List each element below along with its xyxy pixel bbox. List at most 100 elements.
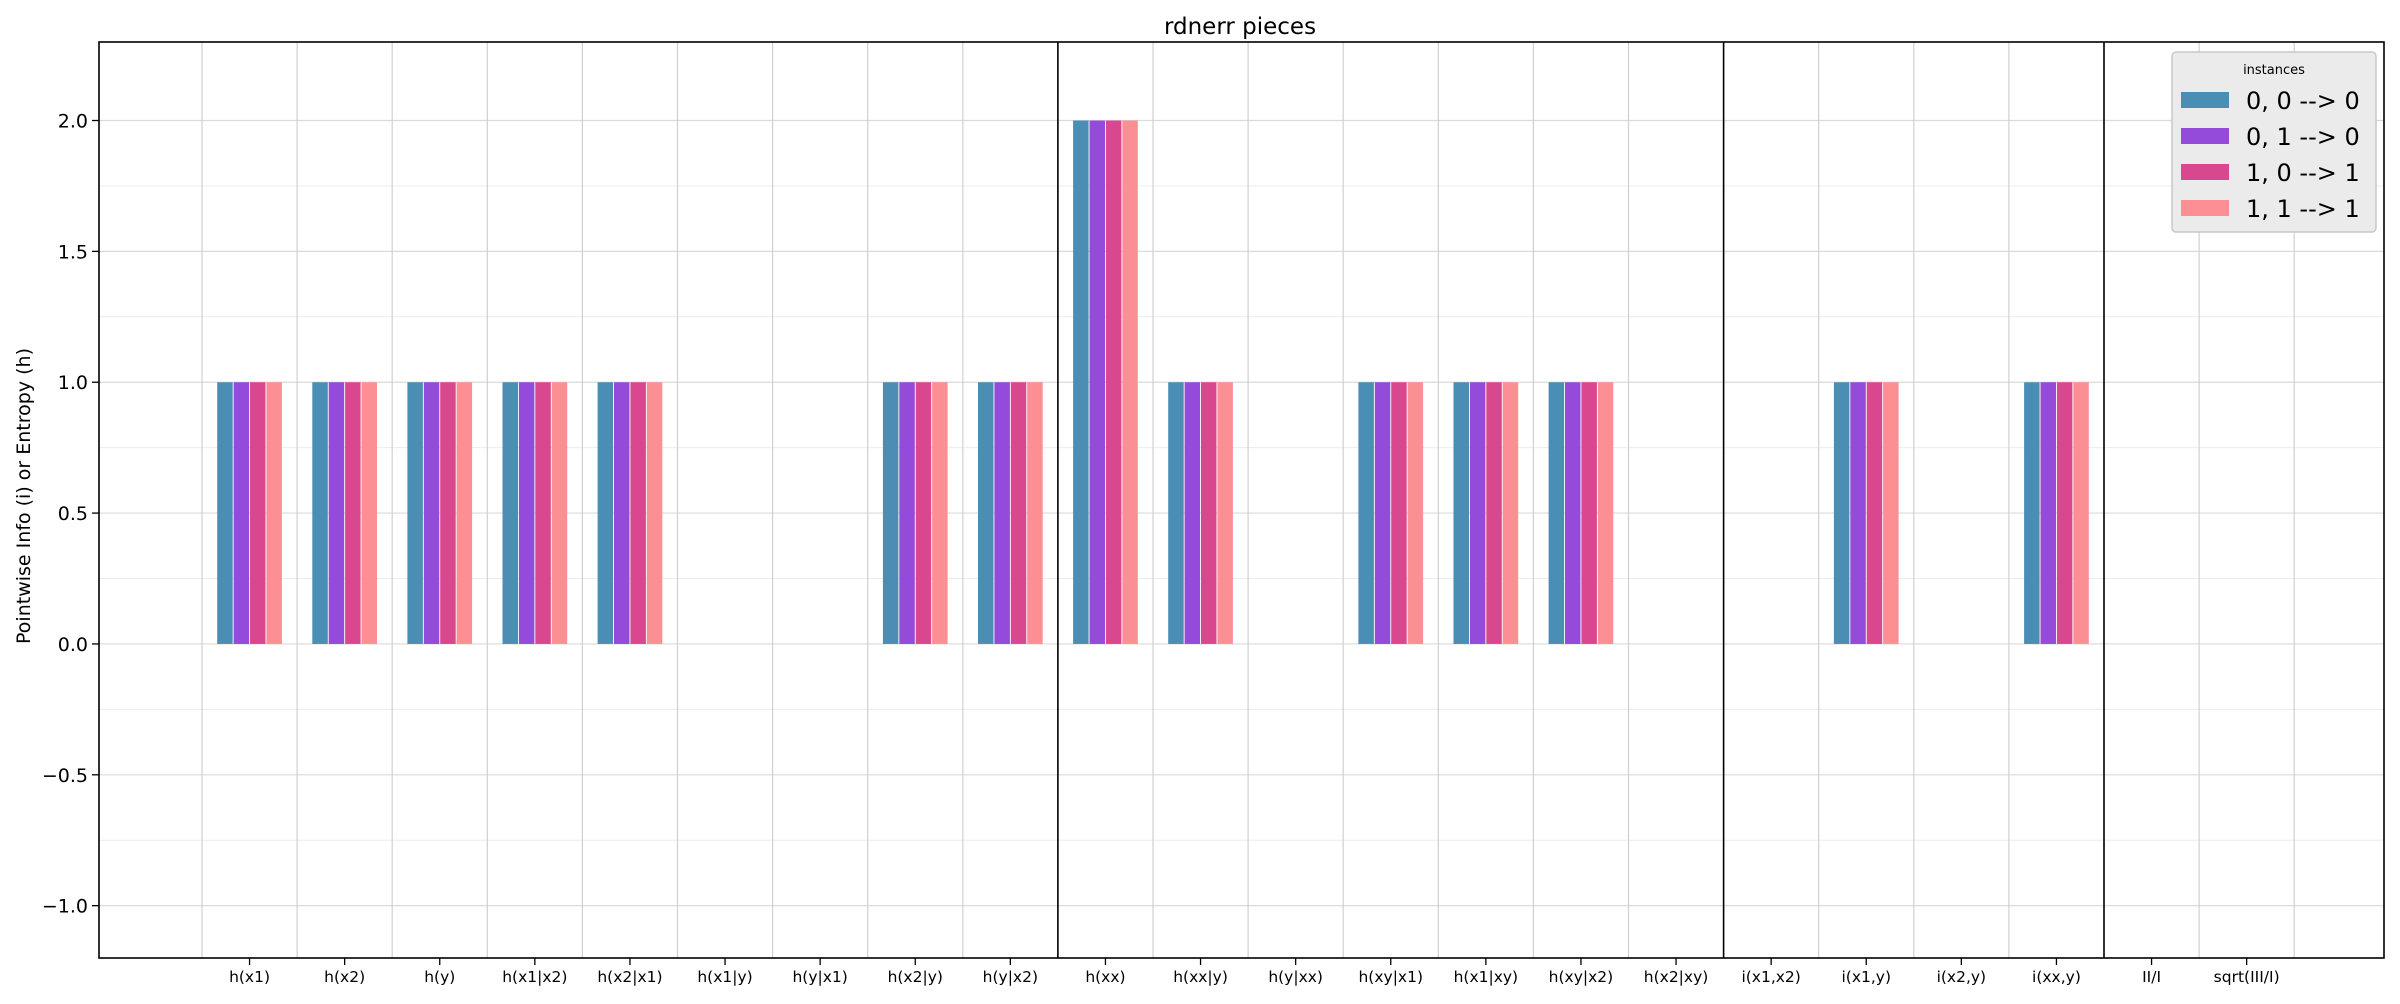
bar [1469, 382, 1486, 644]
legend-swatch [2181, 128, 2229, 144]
bar [1073, 120, 1089, 644]
bar [899, 382, 915, 644]
bar [646, 382, 663, 644]
bar [250, 382, 266, 644]
legend-label: 0, 1 --> 0 [2246, 123, 2360, 151]
bar [312, 382, 328, 644]
legend-swatch [2181, 92, 2229, 108]
bar [1391, 382, 1407, 644]
bar [1374, 382, 1391, 644]
bar [597, 382, 614, 644]
bar [1883, 382, 1899, 644]
bar [361, 382, 377, 644]
bar [551, 382, 568, 644]
legend-items: 0, 0 --> 0 0, 1 --> 0 1, 0 --> 1 1, 1 --> 1 [2181, 87, 2360, 223]
bar [630, 382, 646, 644]
legend-label: 1, 0 --> 1 [2246, 159, 2360, 187]
x-tick-label: sqrt(III/I) [2214, 968, 2280, 986]
bar [1502, 382, 1519, 644]
bar [1217, 382, 1233, 644]
chart-title: rdnerr pieces [1164, 14, 1316, 40]
bar [1597, 382, 1614, 644]
legend: instances 0, 0 --> 0 0, 1 --> 0 1, 0 --> 1… [2171, 51, 2377, 233]
bar [518, 382, 535, 644]
bar [1358, 382, 1374, 644]
legend-swatch [2181, 200, 2229, 216]
y-tick-label: −1.0 [42, 896, 88, 918]
bar [882, 382, 899, 644]
bar [1168, 382, 1184, 644]
bar [328, 382, 345, 644]
legend-swatch [2181, 164, 2229, 180]
bar [1122, 120, 1138, 644]
x-tick-label: h(x2) [324, 968, 365, 986]
x-tick-label: h(x2|xy) [1644, 968, 1709, 986]
bar [1866, 382, 1883, 644]
y-tick-label: −0.5 [42, 765, 88, 787]
bar [1453, 382, 1469, 644]
bar [2024, 382, 2040, 644]
x-tick-label: h(xx|y) [1173, 968, 1228, 986]
x-tick-label: h(x1|y) [697, 968, 752, 986]
legend-title: instances [2243, 63, 2305, 78]
bar [1010, 382, 1027, 644]
bar [502, 382, 518, 644]
bar [2040, 382, 2056, 644]
legend-label: 0, 0 --> 0 [2246, 87, 2360, 115]
y-tick-label: 1.0 [58, 372, 88, 394]
bar [266, 382, 282, 644]
x-tick-label: h(x1|xy) [1454, 968, 1519, 986]
legend-label: 1, 1 --> 1 [2246, 195, 2360, 223]
bar [1581, 382, 1597, 644]
bar [1027, 382, 1043, 644]
y-tick-label: 0.5 [58, 503, 88, 525]
bar [1833, 382, 1850, 644]
plot-frame [98, 41, 2385, 959]
x-tick-label: h(x1) [229, 968, 270, 986]
x-tick-label: h(xy|x2) [1549, 968, 1614, 986]
x-tick-label: h(xy|x1) [1358, 968, 1423, 986]
bar [614, 382, 630, 644]
bar [345, 382, 361, 644]
bar [932, 382, 948, 644]
group-separator-layer [1057, 42, 2105, 958]
bar [1548, 382, 1565, 644]
bar [1089, 120, 1105, 644]
bar [423, 382, 440, 644]
bar [535, 382, 551, 644]
y-axis-label: Pointwise Info (i) or Entropy (h) [13, 348, 35, 644]
y-tick-label: 1.5 [58, 241, 88, 263]
x-tick-label: h(y|xx) [1268, 968, 1323, 986]
bar-layer [217, 120, 2089, 644]
x-tick-label: II/I [2142, 968, 2161, 986]
bar [1565, 382, 1581, 644]
x-tick-label: h(y|x2) [983, 968, 1038, 986]
bar [1105, 120, 1122, 644]
x-tick-label: i(x2,y) [1937, 968, 1987, 986]
x-tick-label: h(xx) [1085, 968, 1125, 986]
bar [2073, 382, 2089, 644]
x-tick-label: i(x1,y) [1841, 968, 1891, 986]
bar [1407, 382, 1424, 644]
bar [440, 382, 456, 644]
bar [1850, 382, 1866, 644]
bar [233, 382, 250, 644]
x-tick-label: i(x1,x2) [1741, 968, 1800, 986]
bar [2056, 382, 2073, 644]
bar [915, 382, 932, 644]
bar [407, 382, 423, 644]
x-tick-label: h(x1|x2) [502, 968, 567, 986]
bar [994, 382, 1010, 644]
x-tick-label: h(y) [424, 968, 455, 986]
axis-layer: −1.0 −0.5 0.0 0.5 1.0 1.5 2.0 h(x1) h(x2) h(y) h(x… [42, 41, 2385, 986]
bar [456, 382, 473, 644]
bar [1486, 382, 1502, 644]
x-tick-label: h(x2|x1) [597, 968, 662, 986]
bar [978, 382, 994, 644]
x-tick-label: h(x2|y) [888, 968, 943, 986]
y-tick-label: 2.0 [58, 111, 88, 133]
x-tick-label: i(xx,y) [2032, 968, 2081, 986]
bar [1201, 382, 1217, 644]
